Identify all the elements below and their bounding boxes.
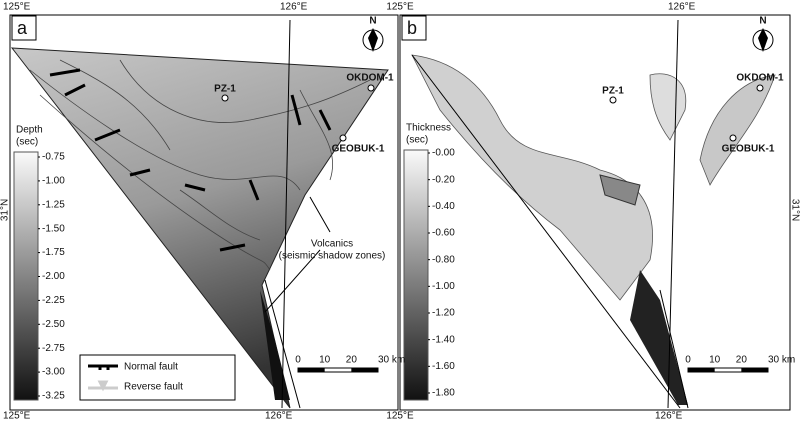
- normal-fault-symbol: [88, 364, 118, 370]
- well: [729, 134, 737, 142]
- scale-label: 30 km: [768, 355, 795, 366]
- boundary: [659, 289, 689, 409]
- colorbar-label: -3.25: [42, 391, 65, 402]
- legend-entry: Reverse fault: [124, 382, 183, 393]
- depth-map: [10, 47, 389, 409]
- scale-label: 20: [346, 355, 358, 366]
- lon-label: 125°E: [3, 411, 31, 422]
- scale-segment: [351, 368, 378, 372]
- well-label: PZ-1: [214, 84, 236, 95]
- thickness-patch: [649, 73, 687, 141]
- well: [609, 96, 617, 104]
- reverse-fault-symbol: [88, 380, 118, 392]
- annotation: (seismic shadow zones): [279, 251, 386, 262]
- lon-label: 126°E: [655, 411, 683, 422]
- legend-entry: Normal fault: [124, 362, 178, 373]
- normal-faults: [49, 68, 332, 252]
- scale-label: 10: [319, 355, 331, 366]
- contours: [29, 59, 371, 271]
- well-label: GEOBUK-1: [722, 144, 775, 155]
- colorbar: [403, 149, 429, 401]
- north-arrow: [758, 28, 768, 52]
- colorbar-label: -1.40: [432, 334, 455, 345]
- colorbar-label: -0.75: [42, 152, 65, 163]
- panel-b: b 125°E 126°E 125°E 126°E 31°N N PZ-1 OK…: [386, 2, 800, 422]
- north-circle: [362, 29, 384, 51]
- panel-label: a: [17, 18, 28, 38]
- colorbar-label: -1.20: [432, 308, 455, 319]
- panel-a: a 125°E 126°E 125°E 126°E 31°N N PZ-1 OK…: [0, 2, 399, 422]
- colorbar-label: -2.00: [42, 271, 65, 282]
- colorbar-label: -1.00: [42, 176, 65, 187]
- colorbar-label: -3.00: [42, 367, 65, 378]
- annotation: Volcanics: [311, 239, 353, 250]
- well-label: OKDOM-1: [736, 73, 784, 84]
- lon-label: 125°E: [386, 2, 414, 13]
- scale-segment: [298, 368, 325, 372]
- well: [367, 84, 375, 92]
- well: [221, 94, 229, 102]
- colorbar-label: -0.60: [432, 228, 455, 239]
- scale-label: 0: [685, 355, 691, 366]
- thickness-patch: [411, 54, 653, 301]
- colorbar-label: -1.50: [42, 223, 65, 234]
- boundary: [411, 54, 681, 409]
- north-circle: [752, 29, 774, 51]
- meridian: [281, 19, 291, 409]
- north-label: N: [369, 16, 376, 27]
- colorbar-label: -0.40: [432, 201, 455, 212]
- scale-segment: [688, 368, 715, 372]
- well-label: GEOBUK-1: [332, 144, 385, 155]
- scale-label: 20: [736, 355, 748, 366]
- lat-label: 31°N: [0, 199, 11, 221]
- panel-label-box: [401, 15, 427, 41]
- lon-label: 125°E: [3, 2, 31, 13]
- legend-title: Thickness: [406, 123, 451, 134]
- legend-title: (sec): [406, 135, 428, 146]
- panel-label-box: [11, 15, 37, 41]
- colorbar-label: -2.25: [42, 295, 65, 306]
- colorbar-label: -0.00: [432, 148, 455, 159]
- deep-zone: [630, 270, 688, 405]
- scale-label: 30 km: [378, 355, 405, 366]
- boundary: [264, 279, 301, 409]
- well-label: PZ-1: [602, 86, 624, 97]
- colorbar-label: -2.75: [42, 343, 65, 354]
- north-arrow: [368, 28, 378, 52]
- scale-label: 0: [295, 355, 301, 366]
- thickness-patch: [699, 74, 776, 186]
- panel-label: b: [407, 18, 417, 38]
- scale-label: 10: [709, 355, 721, 366]
- colorbar-label: -1.00: [432, 281, 455, 292]
- well: [339, 134, 347, 142]
- fault-legend-box: [79, 354, 236, 401]
- colorbar-label: -1.80: [432, 388, 455, 399]
- lon-label: 126°E: [668, 2, 696, 13]
- lat-label: 31°N: [789, 199, 800, 221]
- legend-title: (sec): [16, 137, 38, 148]
- lon-label: 126°E: [265, 411, 293, 422]
- lon-label: 125°E: [386, 411, 414, 422]
- annotation-arrow: [264, 196, 331, 313]
- well: [756, 84, 764, 92]
- colorbar-label: -0.80: [432, 254, 455, 265]
- well-label: OKDOM-1: [346, 73, 394, 84]
- colorbar-label: -0.20: [432, 174, 455, 185]
- colorbar: [13, 151, 39, 401]
- colorbar-label: -1.75: [42, 247, 65, 258]
- legend-title: Depth: [16, 125, 43, 136]
- thickness-patch: [599, 174, 641, 206]
- scale-segment: [741, 368, 768, 372]
- north-label: N: [759, 16, 766, 27]
- colorbar-label: -1.25: [42, 199, 65, 210]
- meridian: [667, 19, 679, 409]
- colorbar-label: -2.50: [42, 319, 65, 330]
- colorbar-label: -1.60: [432, 361, 455, 372]
- lon-label: 126°E: [280, 2, 308, 13]
